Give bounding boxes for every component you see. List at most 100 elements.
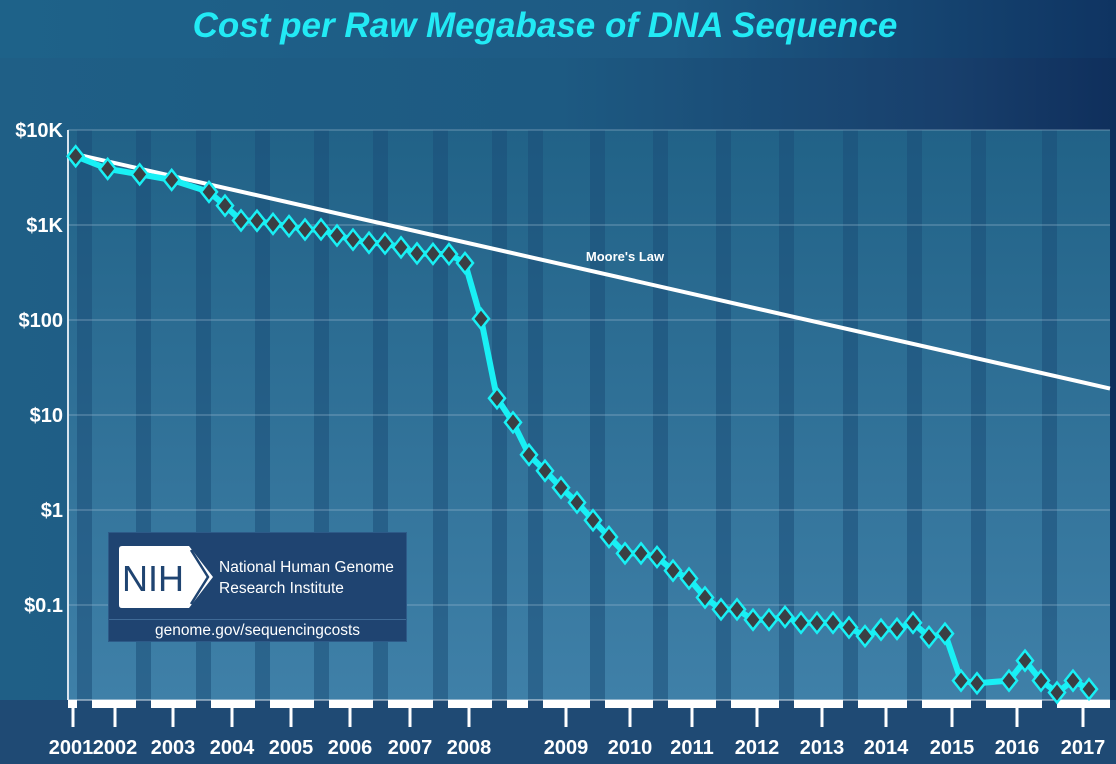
data-point-marker	[263, 211, 283, 236]
y-tick-label: $0.1	[24, 595, 63, 617]
nih-abbr: NIH	[122, 558, 184, 599]
data-point-marker	[359, 230, 379, 255]
data-point-marker	[455, 251, 475, 276]
x-tick-label: 2004	[210, 737, 255, 759]
y-tick-label: $1	[41, 500, 63, 522]
data-point-marker	[1079, 677, 1099, 702]
data-point-marker	[519, 442, 539, 467]
moores-law-line	[77, 152, 1111, 391]
data-point-marker	[583, 508, 603, 533]
y-tick-label: $100	[19, 310, 64, 332]
x-tick-label: 2009	[544, 737, 589, 759]
chart-title-bar: Cost per Raw Megabase of DNA Sequence	[0, 0, 1116, 58]
x-tick-label: 2017	[1061, 737, 1106, 759]
data-point-marker	[839, 615, 859, 640]
x-tick-bar	[507, 700, 528, 708]
x-tick-label: 2014	[864, 737, 909, 759]
x-tick-label: 2015	[930, 737, 975, 759]
data-point-marker	[1047, 680, 1067, 705]
data-point-marker	[327, 223, 347, 248]
data-point-marker	[823, 610, 843, 635]
x-tick-label: 2001	[49, 737, 94, 759]
x-tick-label: 2007	[388, 737, 433, 759]
nhgri-name-line1: National Human Genome	[219, 559, 394, 576]
data-point-marker	[695, 585, 715, 610]
data-point-marker	[551, 475, 571, 500]
nih-logo: NIH	[119, 546, 213, 608]
x-tick-bar	[986, 700, 1042, 708]
x-tick-label: 2003	[151, 737, 196, 759]
data-point-marker	[999, 668, 1019, 693]
data-point-marker	[631, 541, 651, 566]
data-point-marker	[375, 231, 395, 256]
x-tick-label: 2010	[608, 737, 653, 759]
x-tick-label: 2011	[670, 737, 713, 759]
data-point-marker	[162, 167, 182, 192]
data-point-marker	[215, 193, 235, 218]
data-point-marker	[343, 227, 363, 252]
x-axis-background	[0, 700, 1116, 764]
data-point-marker	[807, 610, 827, 635]
x-tick-label: 2008	[447, 737, 492, 759]
y-tick-label: $10K	[15, 120, 63, 142]
data-point-marker	[903, 610, 923, 635]
x-tick-label: 2012	[735, 737, 780, 759]
data-point-marker	[775, 604, 795, 629]
data-point-marker	[711, 597, 731, 622]
data-point-marker	[855, 624, 875, 649]
data-point-marker	[503, 410, 523, 435]
data-point-marker	[727, 597, 747, 622]
data-point-marker	[599, 524, 619, 549]
x-tick-label: 2006	[328, 737, 373, 759]
x-tick-bar	[794, 700, 843, 708]
data-point-marker	[311, 217, 331, 242]
chart-title: Cost per Raw Megabase of DNA Sequence	[192, 6, 898, 45]
data-point-marker	[487, 386, 507, 411]
divider	[109, 619, 406, 620]
nhgri-name: National Human Genome Research Institute	[219, 557, 404, 599]
data-point-marker	[199, 179, 219, 204]
data-point-marker	[679, 566, 699, 591]
data-point-marker	[1031, 668, 1051, 693]
data-point-marker	[919, 625, 939, 650]
data-point-marker	[247, 208, 267, 233]
data-point-marker	[1015, 648, 1035, 673]
data-point-marker	[407, 241, 427, 266]
data-point-marker	[791, 610, 811, 635]
data-point-marker	[535, 458, 555, 483]
moores-law-label: Moore's Law	[586, 249, 665, 264]
data-point-marker	[130, 162, 150, 187]
data-point-marker	[423, 241, 443, 266]
data-point-marker	[647, 545, 667, 570]
data-point-marker	[66, 144, 86, 169]
x-tick-label: 2016	[995, 737, 1040, 759]
x-tick-label: 2013	[800, 737, 845, 759]
data-point-marker	[279, 214, 299, 239]
data-point-marker	[615, 541, 635, 566]
source-url[interactable]: genome.gov/sequencingcosts	[154, 622, 361, 639]
data-point-marker	[663, 558, 683, 583]
data-point-marker	[98, 156, 118, 181]
data-point-marker	[967, 671, 987, 696]
x-tick-bar	[922, 700, 971, 708]
x-tick-bar	[731, 700, 779, 708]
data-point-marker	[759, 607, 779, 632]
data-point-marker	[951, 668, 971, 693]
x-tick-bar	[858, 700, 907, 708]
data-point-marker	[743, 607, 763, 632]
data-point-marker	[391, 235, 411, 260]
data-point-marker	[471, 306, 491, 331]
y-tick-label: $1K	[26, 215, 63, 237]
x-tick-label: 2005	[269, 737, 314, 759]
data-point-marker	[295, 217, 315, 242]
data-point-marker	[1063, 668, 1083, 693]
data-point-marker	[935, 621, 955, 646]
x-tick-label: 2002	[93, 737, 138, 759]
y-tick-label: $10	[30, 405, 63, 427]
nih-logo-box: NIH National Human Genome Research Insti…	[108, 532, 407, 642]
data-point-marker	[439, 242, 459, 267]
nhgri-name-line2: Research Institute	[219, 580, 344, 597]
data-point-marker	[871, 617, 891, 642]
data-point-marker	[567, 490, 587, 515]
